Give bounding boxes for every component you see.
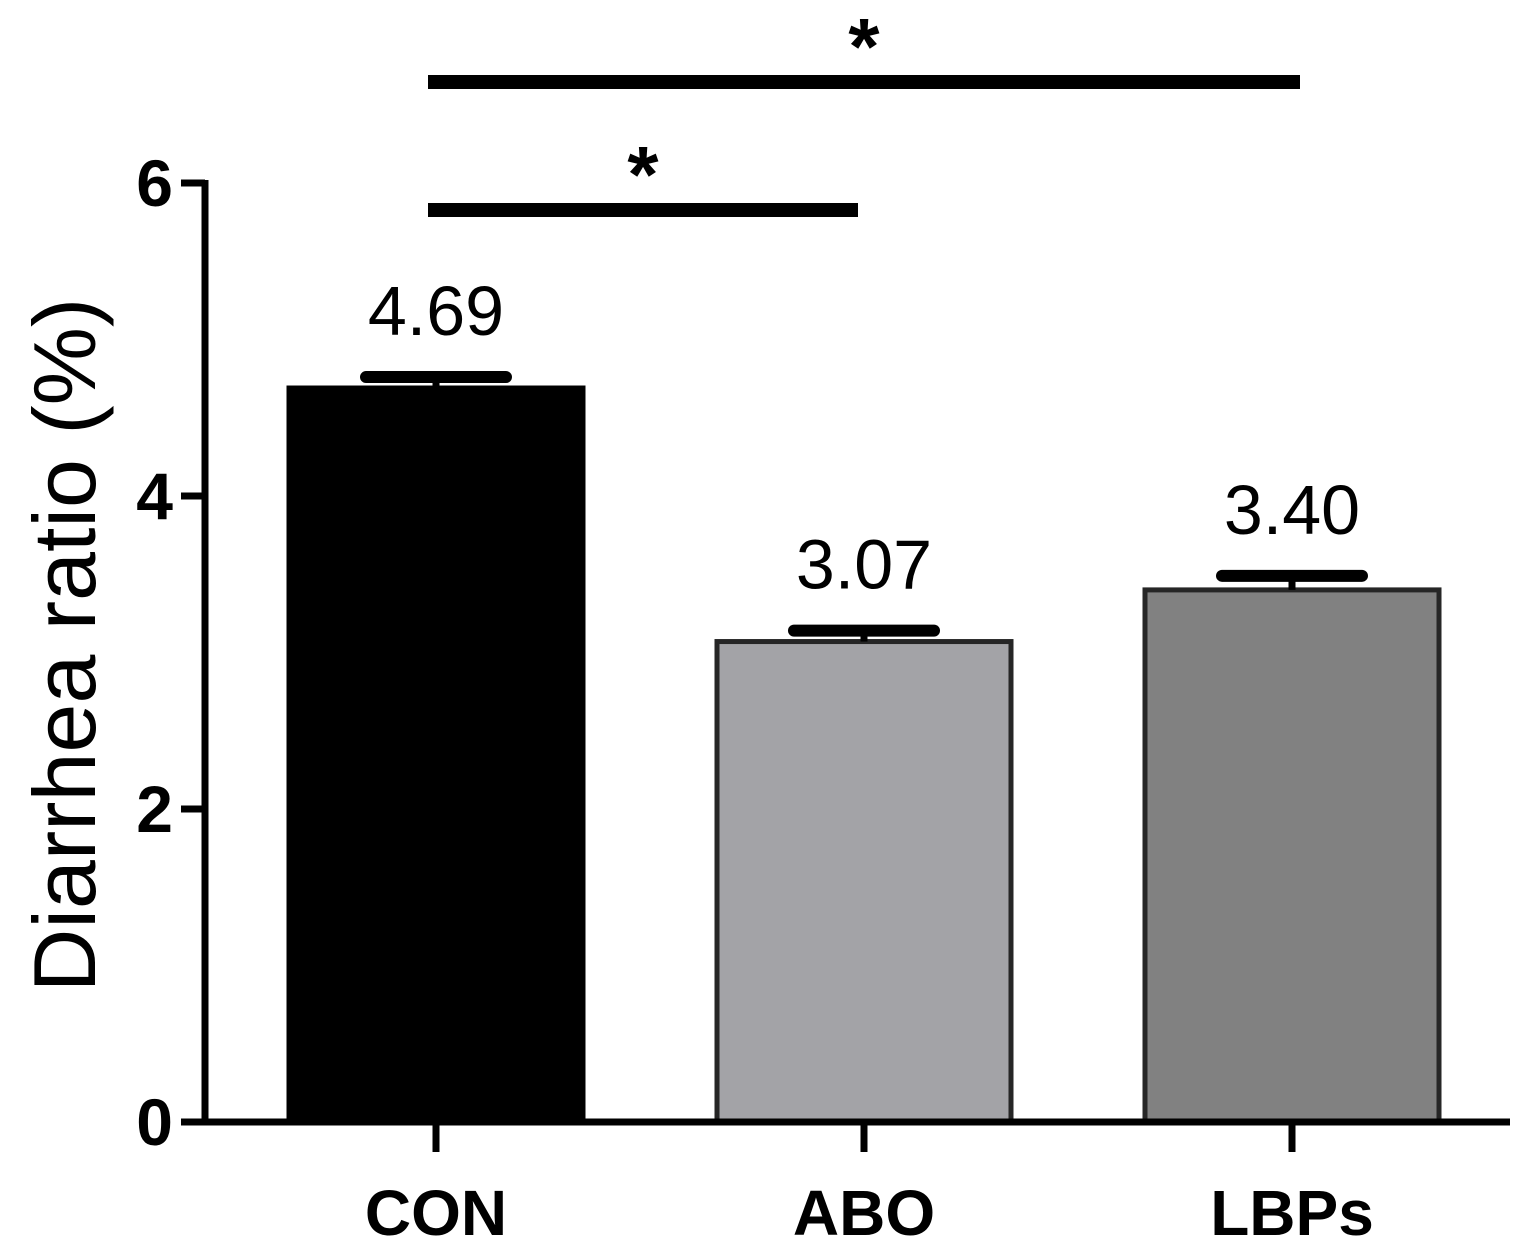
y-tick-label-6: 6 [136,146,173,220]
y-tick-label-0: 0 [136,1085,173,1159]
value-label-abo: 3.07 [796,526,932,604]
value-label-lbps: 3.40 [1224,471,1360,549]
significance-star-con-abo: * [627,130,659,219]
y-tick-label-2: 2 [136,772,173,846]
category-label-lbps: LBPs [1210,1177,1374,1249]
bar-abo [714,639,1014,1125]
significance-star-con-lbps: * [848,2,880,91]
value-label-con: 4.69 [368,272,504,350]
category-label-con: CON [365,1177,507,1249]
bar-lbps [1142,587,1442,1125]
bar-con [286,385,586,1125]
category-label-abo: ABO [793,1177,935,1249]
y-tick-label-4: 4 [136,459,173,533]
y-axis-label: Diarrhea ratio (%) [15,298,114,992]
